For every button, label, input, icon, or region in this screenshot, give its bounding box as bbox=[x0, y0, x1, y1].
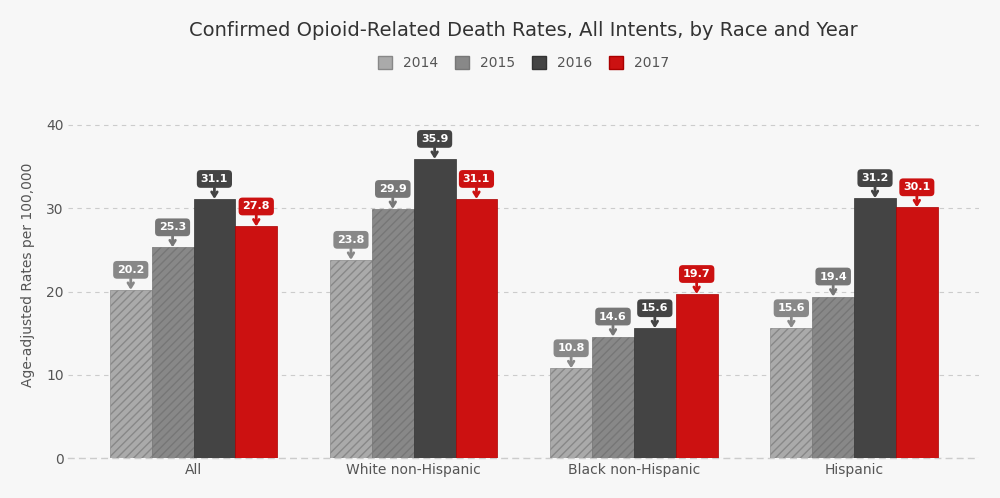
Text: 15.6: 15.6 bbox=[778, 303, 805, 326]
Bar bbox=[414, 159, 456, 458]
Bar bbox=[235, 227, 277, 458]
Bar bbox=[372, 209, 414, 458]
Bar bbox=[854, 198, 896, 458]
Text: 35.9: 35.9 bbox=[421, 134, 448, 156]
Text: 19.4: 19.4 bbox=[819, 271, 847, 294]
Bar bbox=[152, 248, 194, 458]
Bar bbox=[676, 294, 718, 458]
Bar bbox=[592, 337, 634, 458]
Legend: 2014, 2015, 2016, 2017: 2014, 2015, 2016, 2017 bbox=[373, 51, 675, 76]
Text: 19.7: 19.7 bbox=[683, 269, 710, 291]
Text: 23.8: 23.8 bbox=[337, 235, 365, 257]
Text: 20.2: 20.2 bbox=[117, 265, 144, 287]
Text: 14.6: 14.6 bbox=[599, 312, 627, 334]
Bar bbox=[634, 328, 676, 458]
Text: 25.3: 25.3 bbox=[159, 222, 186, 245]
Text: 27.8: 27.8 bbox=[243, 202, 270, 224]
Text: 30.1: 30.1 bbox=[903, 182, 930, 205]
Text: 31.2: 31.2 bbox=[861, 173, 889, 196]
Bar bbox=[456, 199, 497, 458]
Text: 29.9: 29.9 bbox=[379, 184, 407, 206]
Text: 15.6: 15.6 bbox=[641, 303, 669, 326]
Bar bbox=[110, 290, 152, 458]
Bar bbox=[194, 199, 235, 458]
Text: 31.1: 31.1 bbox=[201, 174, 228, 196]
Text: 10.8: 10.8 bbox=[557, 343, 585, 366]
Bar bbox=[330, 260, 372, 458]
Bar bbox=[550, 368, 592, 458]
Y-axis label: Age-adjusted Rates per 100,000: Age-adjusted Rates per 100,000 bbox=[21, 163, 35, 387]
Title: Confirmed Opioid-Related Death Rates, All Intents, by Race and Year: Confirmed Opioid-Related Death Rates, Al… bbox=[189, 21, 858, 40]
Bar bbox=[812, 296, 854, 458]
Bar bbox=[770, 328, 812, 458]
Bar bbox=[896, 207, 938, 458]
Text: 31.1: 31.1 bbox=[463, 174, 490, 196]
